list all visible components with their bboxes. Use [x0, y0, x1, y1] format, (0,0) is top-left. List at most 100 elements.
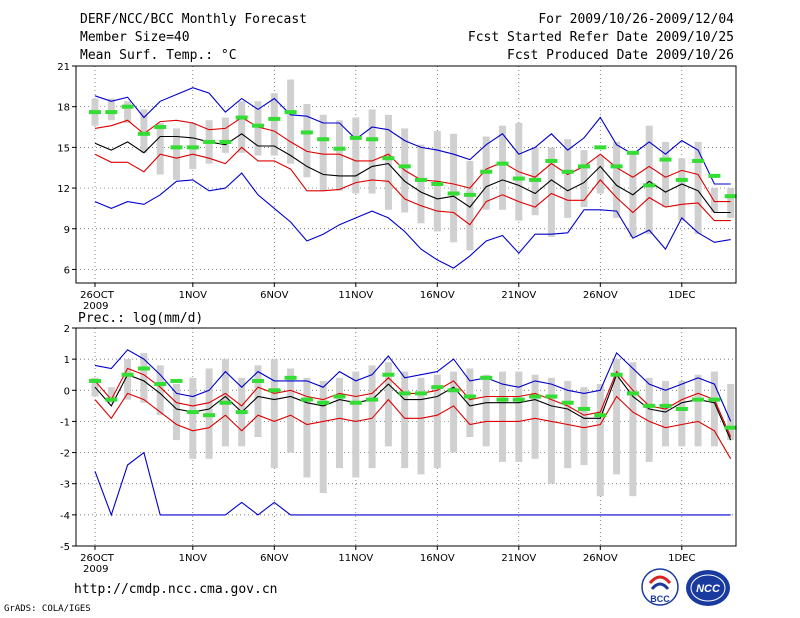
temp-frame	[75, 65, 737, 284]
prec-spread-box	[417, 377, 425, 475]
forecast-period: For 2009/10/26-2009/12/04	[538, 12, 734, 27]
ncc-logo: NCC	[686, 570, 730, 606]
temp-spread-box	[173, 128, 180, 180]
temp-spread-box	[678, 158, 686, 221]
temp-ensemble-marker	[724, 194, 737, 199]
prec-spread-box	[678, 380, 686, 447]
temp-xtick-label: 26NOV	[583, 290, 618, 301]
prec-ytick-label: -3	[60, 480, 70, 491]
temp-ensemble-marker	[219, 139, 232, 144]
temp-ytick-label: 9	[64, 225, 70, 236]
prec-ensemble-marker	[610, 372, 623, 377]
temp-xtick-label: 6NOV	[260, 290, 289, 301]
prec-ensemble-marker	[643, 403, 656, 408]
temp-ensemble-marker	[708, 173, 721, 178]
temp-spread-box	[580, 150, 588, 208]
temp-xtick-label: 11NOV	[338, 290, 373, 301]
temp-ensemble-marker	[529, 177, 542, 182]
temp-ytick-label: 6	[64, 265, 70, 276]
temp-ensemble-marker	[626, 150, 639, 155]
temp-spread-box	[613, 141, 621, 218]
temp-ytick-label: 21	[57, 62, 70, 73]
prec-spread-box	[433, 374, 441, 469]
prec-spread-box	[613, 359, 621, 475]
temp-xtick-label: 1NOV	[179, 290, 208, 301]
temp-ensemble-marker	[512, 176, 525, 181]
temp-ensemble-marker	[561, 169, 574, 174]
temp-spread-box	[254, 101, 262, 156]
prec-spread-box	[91, 377, 99, 397]
temp-ensemble-marker	[545, 158, 558, 163]
prec-spread-box	[580, 387, 588, 466]
prec-min-line	[94, 451, 731, 517]
temp-spread-box	[156, 122, 164, 175]
prec-xtick-label: 26OCT	[80, 553, 115, 564]
prec-xtick-label: 26NOV	[583, 553, 618, 564]
prec-spread-box	[107, 387, 115, 403]
prec-ytick-label: -2	[60, 449, 70, 460]
temp-ensemble-marker	[186, 145, 199, 150]
temp-spread-box	[140, 109, 148, 153]
temp-xtick-label: 26OCT	[80, 290, 115, 301]
temp-spread-box	[270, 93, 278, 156]
temp-ensemble-marker	[659, 157, 672, 162]
temp-spread-box	[710, 188, 718, 213]
prec-ensemble-marker	[626, 391, 639, 396]
temp-ensemble-marker	[480, 169, 493, 174]
temp-ensemble-marker	[137, 131, 150, 136]
prec-spread-box	[140, 352, 148, 403]
prec-spread-box	[189, 377, 197, 459]
temp-ytick-label: 18	[57, 103, 70, 114]
prec-xtick-label: 6NOV	[260, 553, 289, 564]
prec-spread-box	[254, 365, 262, 437]
prec-spread-box	[173, 384, 180, 441]
temp-ensemble-marker	[578, 164, 590, 169]
prec-ensemble-marker	[463, 394, 476, 399]
prec-ensemble-marker	[300, 397, 313, 402]
temp-spread-box	[466, 160, 474, 251]
prec-panel: Prec.: log(mm/d) -5 -4 -3 -2 -1 0 1 2 26OCT 1NOV 6N…	[60, 311, 737, 575]
temp-ensemble-marker	[170, 145, 183, 150]
ncc-logo-text: NCC	[696, 583, 721, 595]
temp-ensemble-marker	[675, 177, 688, 182]
temp-xtick-label: 21NOV	[501, 290, 536, 301]
bcc-logo-text: BCC	[650, 594, 670, 604]
prec-ensemble-marker	[561, 400, 574, 405]
temp-ytick-label: 15	[57, 143, 70, 154]
prec-panel-title: Prec.: log(mm/d)	[78, 311, 203, 326]
prec-spread-box	[499, 371, 506, 462]
prec-ensemble-marker	[431, 385, 444, 390]
prec-ensemble-marker	[398, 391, 411, 396]
temp-spread-box	[384, 114, 392, 210]
prec-xtick-label: 11NOV	[338, 553, 373, 564]
prec-max-line	[94, 349, 732, 422]
temp-spread-box	[336, 120, 343, 191]
prec-ensemble-marker	[252, 378, 264, 383]
temp-spread-box	[564, 139, 572, 218]
temp-ensemble-marker	[382, 156, 395, 161]
temp-ensemble-marker	[268, 116, 281, 121]
temp-max-line	[94, 87, 731, 185]
temp-spread-box	[694, 141, 702, 235]
prec-ensemble-marker	[203, 413, 216, 418]
temp-ensemble-marker	[366, 137, 379, 142]
prec-ytick-label: 2	[64, 324, 70, 335]
temp-spread-box	[547, 147, 555, 237]
temp-spread-box	[352, 117, 360, 194]
prec-ytick-label: -1	[60, 417, 70, 428]
prec-ensemble-marker	[349, 400, 362, 405]
variable-label: Mean Surf. Temp.: °C	[80, 48, 237, 63]
source-url[interactable]: http://cmdp.ncc.cma.gov.cn	[74, 582, 278, 597]
temp-min-line	[94, 172, 731, 269]
temp-ensemble-marker	[610, 164, 623, 169]
prec-spread-box	[531, 374, 539, 459]
prec-year-label: 2009	[83, 564, 108, 575]
prec-spread-box	[710, 371, 718, 447]
temp-ensemble-marker	[496, 161, 509, 166]
prec-frame	[75, 327, 737, 547]
prec-spread-box	[287, 368, 295, 453]
prec-spread-box	[156, 365, 164, 416]
temp-ensemble-marker	[317, 137, 330, 142]
prec-spread-box	[727, 384, 735, 441]
